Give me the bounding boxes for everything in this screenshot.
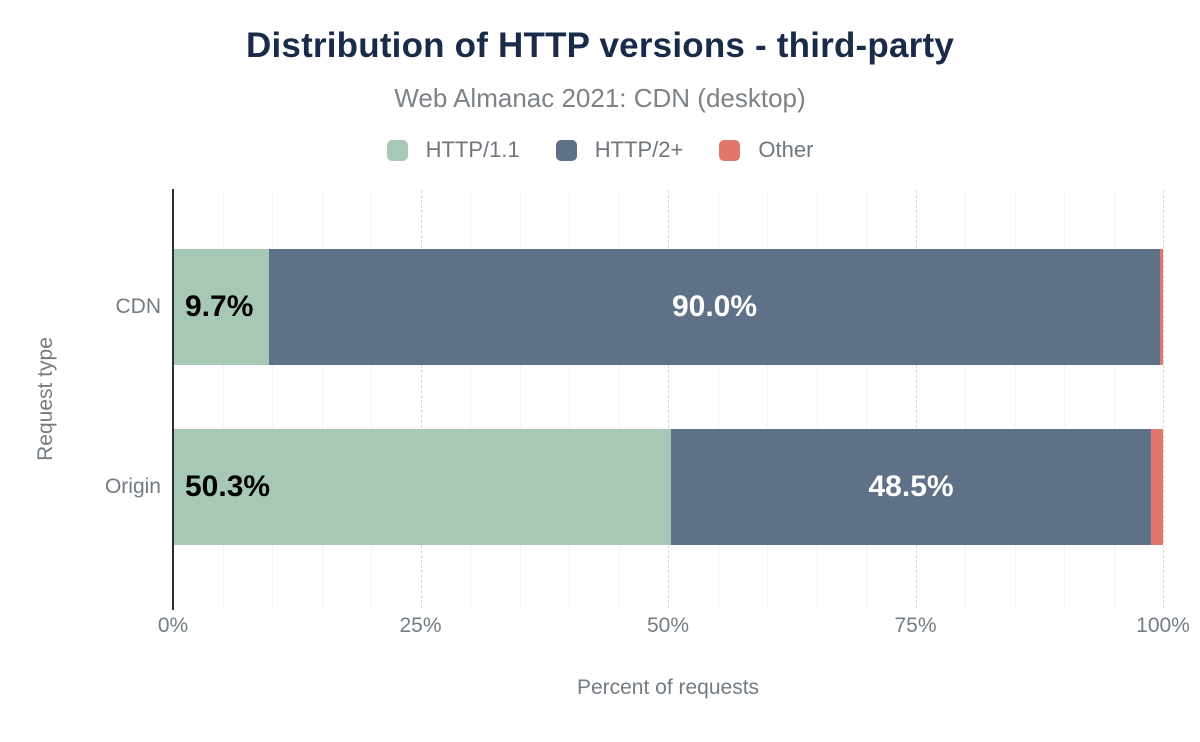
chart-title: Distribution of HTTP versions - third-pa… [246, 26, 954, 65]
legend-swatch-http-1-1 [386, 139, 408, 161]
bar-segment-origin-http-1-1[interactable]: 50.3% [173, 429, 671, 545]
y-axis-line [172, 189, 174, 610]
x-tick-100: 100% [1136, 614, 1190, 637]
bar-segment-cdn-http-1-1[interactable]: 9.7% [173, 249, 270, 365]
x-tick-50: 50% [646, 614, 690, 637]
x-axis-title: Percent of requests [576, 676, 760, 699]
gridline-minor [371, 190, 372, 608]
x-tick-0: 0% [157, 614, 189, 637]
category-label-cdn: CDN [115, 295, 162, 318]
gridline-minor [816, 190, 818, 608]
bar-row-cdn: 9.7% 90.0% [173, 249, 1163, 365]
gridline-minor [618, 190, 620, 608]
legend-label-http-2: HTTP/2+ [594, 137, 684, 162]
y-axis-title: Request type [34, 337, 57, 461]
legend-item-http-1-1[interactable]: HTTP/1.1 [386, 137, 520, 163]
x-tick-25: 25% [399, 614, 442, 637]
gridline-minor [272, 190, 273, 608]
gridline-minor [321, 190, 323, 608]
legend-item-other[interactable]: Other [719, 137, 813, 163]
value-label-cdn-http-1-1: 9.7% [185, 290, 254, 323]
gridline-major [420, 190, 422, 608]
category-label-origin: Origin [104, 475, 161, 498]
value-label-origin-http-2: 48.5% [868, 470, 954, 503]
value-label-cdn-http-2: 90.0% [671, 290, 758, 323]
bar-segment-cdn-http-2[interactable]: 90.0% [269, 249, 1161, 365]
gridline-minor [1064, 190, 1065, 608]
legend-swatch-other [719, 139, 741, 161]
gridline-minor [222, 190, 224, 608]
gridline-minor [569, 190, 570, 608]
gridline-minor [866, 190, 867, 608]
gridline-minor [717, 190, 719, 608]
bar-segment-origin-other[interactable] [1151, 429, 1163, 545]
legend-swatch-http-2 [555, 139, 577, 161]
legend: HTTP/1.1 HTTP/2+ Other [0, 137, 1200, 163]
legend-item-http-2[interactable]: HTTP/2+ [555, 137, 684, 163]
plot-area: 9.7% 90.0% 50.3% 48.5% [173, 190, 1164, 608]
legend-label-other: Other [758, 137, 814, 162]
gridline-minor [767, 190, 768, 608]
value-label-origin-http-1-1: 50.3% [185, 470, 271, 503]
gridline-major [915, 190, 917, 608]
x-tick-75: 75% [894, 614, 937, 637]
gridline-major [668, 190, 669, 608]
bar-segment-origin-http-2[interactable]: 48.5% [670, 429, 1152, 545]
legend-label-http-1-1: HTTP/1.1 [425, 137, 520, 162]
bar-row-origin: 50.3% 48.5% [173, 429, 1163, 545]
gridline-minor [1014, 190, 1016, 608]
gridline-major [1163, 190, 1164, 608]
gridline-minor [519, 190, 521, 608]
gridline-minor [965, 190, 966, 608]
chart-subtitle: Web Almanac 2021: CDN (desktop) [394, 83, 806, 113]
bar-segment-cdn-other[interactable] [1160, 249, 1163, 365]
gridline-minor [1113, 190, 1115, 608]
gridline-minor [470, 190, 471, 608]
